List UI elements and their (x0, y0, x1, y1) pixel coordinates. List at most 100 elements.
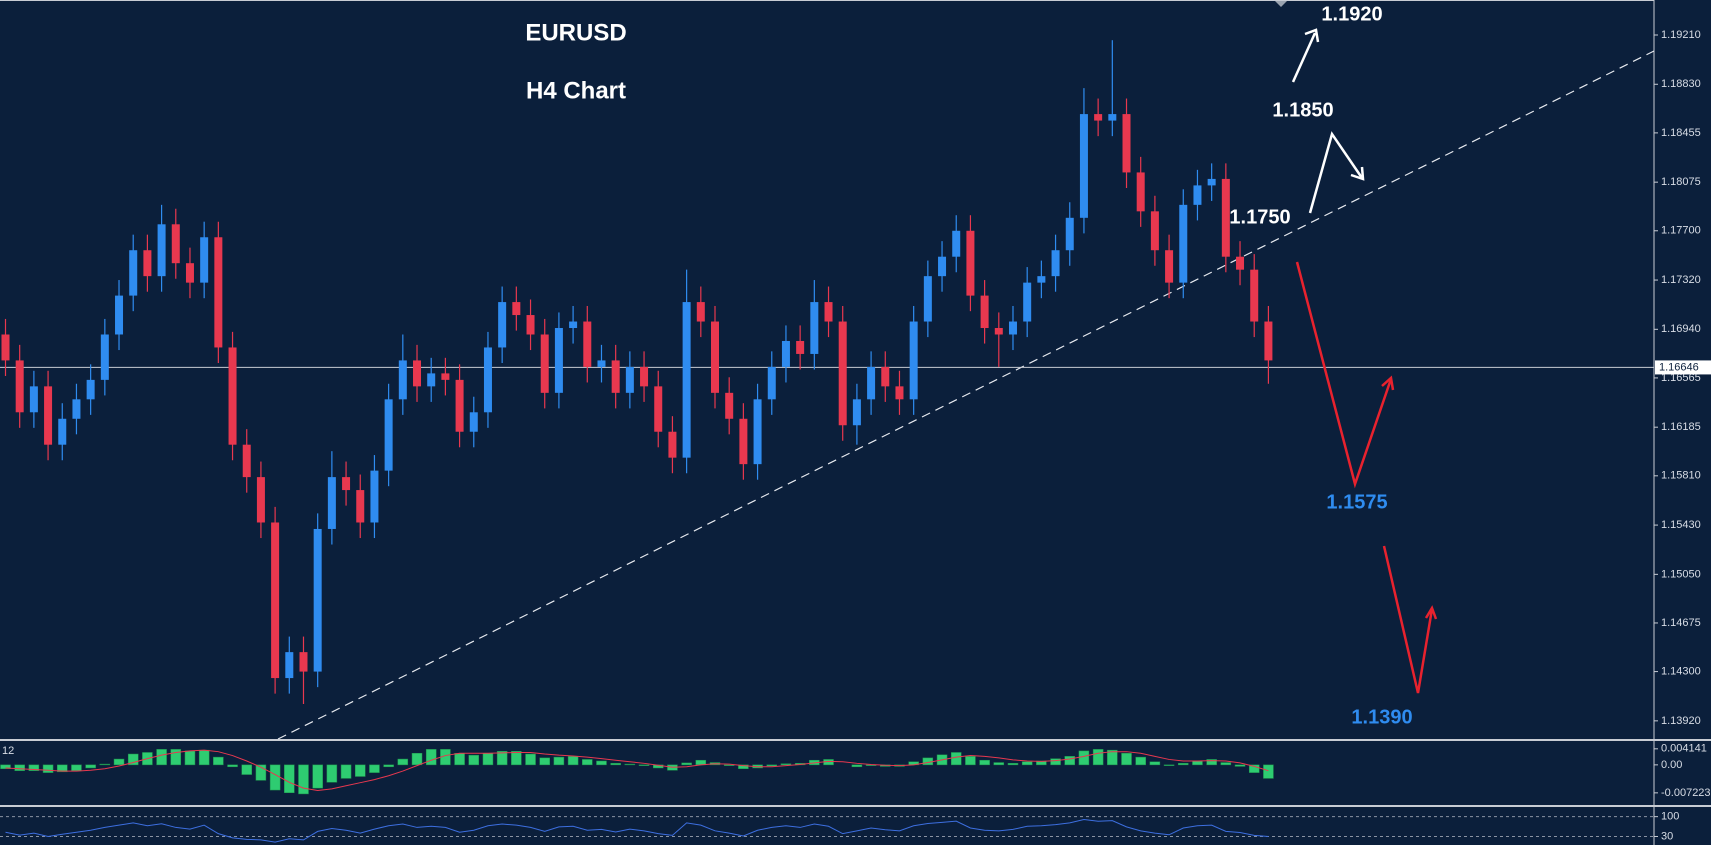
candle-body (1193, 185, 1202, 205)
candle-body (256, 477, 265, 523)
candle-body (427, 373, 436, 387)
candle-body (1250, 269, 1259, 322)
candle-body (469, 412, 478, 432)
macd-bar (1234, 764, 1246, 767)
macd-bar (638, 764, 650, 766)
macd-bar (42, 764, 54, 773)
macd-bar (738, 764, 749, 769)
macd-bar (1163, 764, 1175, 766)
y-tick-label: 100 (1661, 811, 1679, 823)
macd-bar (156, 749, 167, 766)
candle-body (313, 528, 322, 672)
candle-body (625, 366, 634, 393)
candle-body (526, 315, 535, 335)
candle-body (668, 431, 677, 458)
candle-body (909, 321, 918, 400)
candle-body (512, 302, 521, 316)
candle-body (711, 321, 719, 393)
candle-body (994, 328, 1003, 335)
indicator-label: 12 (2, 745, 14, 757)
y-tick-label: 1.16940 (1661, 323, 1701, 335)
y-tick-label: 1.14675 (1661, 617, 1701, 629)
candle-body (129, 250, 138, 296)
y-tick-label: 1.13920 (1661, 715, 1701, 727)
macd-bar (1107, 749, 1118, 766)
candle-body (285, 652, 294, 679)
candle-body (356, 490, 365, 523)
y-tick-label: 1.18455 (1661, 127, 1701, 139)
candle-body (228, 347, 237, 445)
level-annotation: 1.1850 (1272, 99, 1333, 121)
level-annotation: 1.1575 (1326, 491, 1387, 513)
candle-body (342, 477, 351, 491)
candle-body (1207, 178, 1216, 186)
candle-body (1108, 114, 1117, 121)
candle-body (214, 237, 223, 348)
macd-bar (1135, 756, 1146, 766)
candle-body (739, 418, 748, 465)
macd-panel (0, 749, 1274, 795)
price-axis: 1.19210 1.18830 1.18455 1.18075 1.17700 1.173… (1654, 29, 1711, 842)
y-tick-label: 1.19210 (1661, 29, 1701, 41)
y-tick-label: 0.004141 (1661, 743, 1707, 755)
macd-bar (397, 758, 409, 766)
candle-body (483, 347, 492, 413)
candle-body (1122, 114, 1131, 173)
macd-bar (57, 764, 68, 773)
candle-body (895, 386, 904, 400)
candle-body (86, 379, 95, 400)
y-tick-label: 1.16185 (1661, 421, 1701, 433)
candle-body (597, 360, 606, 367)
arrow (1308, 131, 1364, 214)
candle-body (1065, 217, 1074, 251)
candle-body (200, 237, 209, 283)
candle-body (980, 295, 989, 329)
arrow (1295, 261, 1393, 489)
chart-subtitle: H4 Chart (526, 77, 626, 104)
macd-bar (255, 764, 267, 781)
candle-body (1008, 321, 1017, 335)
macd-bar (1064, 756, 1075, 766)
macd-bar (71, 764, 82, 771)
candle-body (370, 470, 379, 523)
macd-bar (539, 757, 550, 766)
macd-bar (0, 764, 11, 769)
candle-body (44, 386, 53, 445)
macd-bar (241, 764, 252, 775)
macd-bar (1078, 750, 1090, 766)
candle-body (72, 399, 81, 419)
candle-body (1179, 204, 1188, 283)
candle-body (185, 263, 194, 283)
level-annotation: 1.1390 (1351, 706, 1412, 728)
candle-body (115, 295, 124, 335)
y-tick-label: 1.18075 (1661, 176, 1701, 188)
candle-body (143, 250, 152, 277)
candle-body (1136, 172, 1145, 212)
macd-bar (213, 756, 224, 766)
macd-bar (496, 751, 508, 766)
candle-body (554, 328, 563, 393)
candle-body (1, 334, 10, 361)
candle-body (1051, 250, 1060, 277)
macd-bar (425, 749, 437, 766)
macd-bar (198, 749, 210, 766)
macd-bar (468, 754, 480, 766)
candle-body (640, 366, 649, 387)
macd-bar (624, 763, 636, 766)
candle-body (29, 386, 38, 413)
macd-bar (993, 762, 1005, 766)
candle-body (867, 366, 876, 400)
chart-title: EURUSD (525, 19, 626, 46)
y-tick-label: 1.18830 (1661, 78, 1701, 90)
candle-body (838, 321, 847, 426)
candle-body (1094, 114, 1103, 121)
macd-bar (14, 764, 25, 771)
macd-bar (582, 759, 593, 766)
candle-body (966, 230, 975, 296)
y-tick-label: 1.15050 (1661, 568, 1701, 580)
candle-body (398, 360, 407, 400)
candle-body (441, 373, 450, 380)
candle-body (327, 477, 336, 529)
macd-bar (113, 758, 125, 766)
macd-bar (28, 764, 40, 771)
